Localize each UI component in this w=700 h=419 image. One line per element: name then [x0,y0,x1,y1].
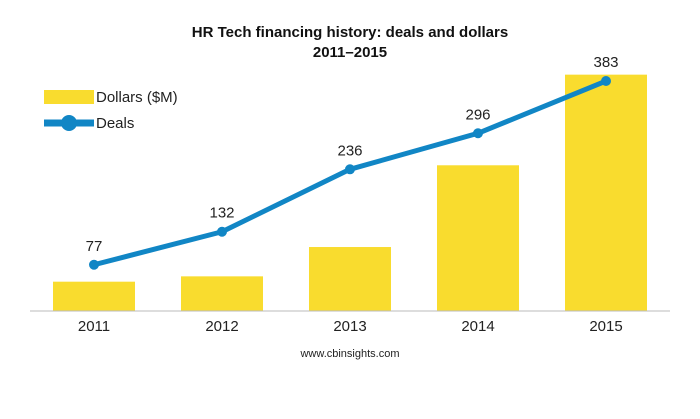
legend-swatch-dollars [44,90,94,104]
legend: Dollars ($M) Deals [44,89,178,132]
deals-label-2015: 383 [593,54,618,71]
deals-point-2014 [473,128,483,139]
x-tick-label-2011: 2011 [78,318,110,335]
source-credit: www.cbinsights.com [299,348,399,360]
bars-layer [53,74,647,312]
bar-2015 [565,74,647,312]
deals-label-2014: 296 [465,106,490,123]
deals-point-2013 [345,164,355,175]
legend-swatch-deals-marker [61,115,77,131]
deals-data-labels: 77 132 236 296 383 [86,54,619,255]
legend-label-deals: Deals [96,115,134,132]
bar-2011 [53,281,135,311]
bar-2012 [181,276,263,311]
bar-2013 [309,247,391,311]
deals-point-2015 [601,76,611,87]
bar-2014 [437,165,519,311]
deals-points-layer [89,76,611,270]
x-tick-label-2014: 2014 [461,318,494,335]
deals-label-2012: 132 [209,205,234,222]
x-tick-labels: 2011 2012 2013 2014 2015 [78,318,623,335]
deals-label-2013: 236 [337,142,362,159]
x-tick-label-2012: 2012 [205,318,238,335]
legend-label-dollars: Dollars ($M) [96,89,178,106]
deals-point-2011 [89,259,99,270]
deals-label-2011: 77 [86,238,103,255]
chart-subtitle: 2011–2015 [313,44,387,61]
x-tick-label-2015: 2015 [589,318,622,335]
x-tick-label-2013: 2013 [333,318,366,335]
deals-point-2012 [217,226,227,237]
chart-title: HR Tech financing history: deals and dol… [192,24,508,41]
